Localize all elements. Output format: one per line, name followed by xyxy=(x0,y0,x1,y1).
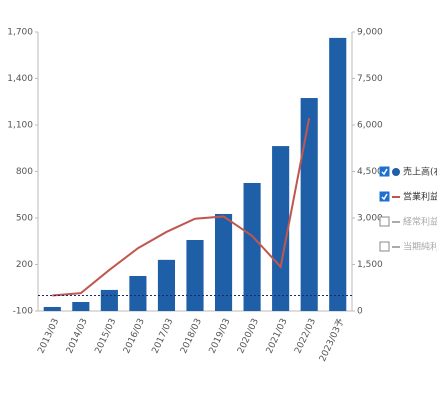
x-tick-label: 2017/03 xyxy=(151,317,176,355)
bar xyxy=(214,213,233,311)
x-tick-label: 2022/03 xyxy=(293,317,318,355)
y-tick-label: 1,700 xyxy=(7,28,33,38)
bar xyxy=(300,98,318,311)
y2-tick-label: 6,000 xyxy=(357,121,383,131)
legend-checkbox xyxy=(379,166,390,177)
bar xyxy=(243,182,261,311)
x-tick-label: 2016/03 xyxy=(122,317,147,355)
line xyxy=(52,117,311,297)
bar xyxy=(272,146,290,311)
bar xyxy=(72,302,90,311)
y-tick-label: 200 xyxy=(16,260,33,270)
y2-tick-label: 7,500 xyxy=(357,74,383,84)
legend-checkbox xyxy=(379,191,390,202)
y-tick-label: 1,100 xyxy=(7,121,33,131)
y-tick-label: 800 xyxy=(16,167,33,177)
x-tick-label: 2013/03 xyxy=(36,317,61,355)
x-tick-label: 2023/03予 xyxy=(317,317,347,364)
bar xyxy=(157,259,176,311)
x-tick-label: 2021/03 xyxy=(265,317,290,355)
y-tick-label: -100 xyxy=(13,307,34,317)
y2-tick-label: 4,500 xyxy=(357,167,383,177)
bar xyxy=(43,306,61,311)
legend-check xyxy=(381,193,388,201)
legend-checkbox xyxy=(379,241,390,252)
y-tick-label: 500 xyxy=(16,214,33,224)
y-tick-label: 1,400 xyxy=(7,74,33,84)
y2-tick-label: 3,000 xyxy=(357,214,383,224)
x-tick-label: 2019/03 xyxy=(208,317,233,355)
legend-label: 経常利益 xyxy=(403,216,437,228)
x-tick-label: 2020/03 xyxy=(236,317,261,355)
legend-checkbox xyxy=(379,216,390,227)
x-tick-label: 2014/03 xyxy=(65,317,90,355)
legend-check xyxy=(381,168,388,176)
legend-label: 営業利益 xyxy=(403,191,437,203)
legend-swatch xyxy=(392,168,400,176)
bar xyxy=(329,37,347,311)
y2-tick-label: 1,500 xyxy=(357,260,383,270)
bar xyxy=(129,275,147,311)
legend-label: 当期純利益 xyxy=(403,241,437,253)
y2-tick-label: 9,000 xyxy=(357,28,383,38)
bar xyxy=(100,289,118,311)
legend-label: 売上高(右軸) xyxy=(403,166,437,178)
y2-tick-label: 0 xyxy=(357,307,363,317)
bar xyxy=(186,240,204,311)
x-tick-label: 2018/03 xyxy=(179,317,204,355)
x-tick-label: 2015/03 xyxy=(93,317,118,355)
